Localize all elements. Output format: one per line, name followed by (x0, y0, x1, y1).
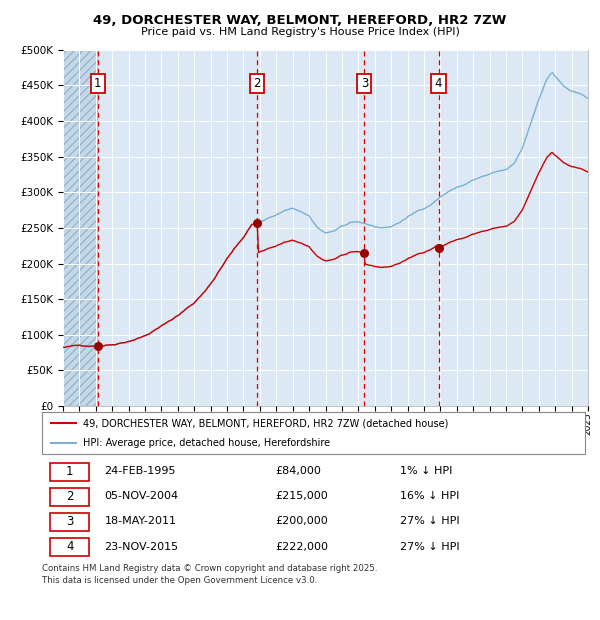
Bar (63, 50, 98, 406)
Text: 16% ↓ HPI: 16% ↓ HPI (400, 492, 460, 502)
FancyBboxPatch shape (50, 463, 89, 480)
Text: 49, DORCHESTER WAY, BELMONT, HEREFORD, HR2 7ZW (detached house): 49, DORCHESTER WAY, BELMONT, HEREFORD, H… (83, 418, 448, 428)
FancyBboxPatch shape (50, 513, 89, 531)
Text: 3: 3 (66, 515, 73, 528)
Text: £84,000: £84,000 (275, 466, 322, 476)
Text: HPI: Average price, detached house, Herefordshire: HPI: Average price, detached house, Here… (83, 438, 330, 448)
Text: 3: 3 (361, 77, 368, 90)
Text: 2: 2 (254, 77, 261, 90)
Text: £200,000: £200,000 (275, 516, 328, 526)
Text: 23-NOV-2015: 23-NOV-2015 (104, 541, 179, 552)
Text: 4: 4 (435, 77, 442, 90)
Text: 2: 2 (66, 490, 73, 503)
Text: 1: 1 (66, 465, 73, 478)
Text: Contains HM Land Registry data © Crown copyright and database right 2025.
This d: Contains HM Land Registry data © Crown c… (42, 564, 377, 585)
Text: 24-FEB-1995: 24-FEB-1995 (104, 466, 176, 476)
Text: 27% ↓ HPI: 27% ↓ HPI (400, 541, 460, 552)
Text: 49, DORCHESTER WAY, BELMONT, HEREFORD, HR2 7ZW: 49, DORCHESTER WAY, BELMONT, HEREFORD, H… (94, 14, 506, 27)
Text: 05-NOV-2004: 05-NOV-2004 (104, 492, 179, 502)
Text: 18-MAY-2011: 18-MAY-2011 (104, 516, 176, 526)
Text: 1: 1 (94, 77, 101, 90)
FancyBboxPatch shape (50, 538, 89, 556)
Text: 1% ↓ HPI: 1% ↓ HPI (400, 466, 453, 476)
Text: Price paid vs. HM Land Registry's House Price Index (HPI): Price paid vs. HM Land Registry's House … (140, 27, 460, 37)
Text: 4: 4 (66, 540, 73, 553)
Text: 27% ↓ HPI: 27% ↓ HPI (400, 516, 460, 526)
Text: £215,000: £215,000 (275, 492, 328, 502)
FancyBboxPatch shape (42, 412, 585, 454)
FancyBboxPatch shape (50, 488, 89, 505)
Text: £222,000: £222,000 (275, 541, 328, 552)
